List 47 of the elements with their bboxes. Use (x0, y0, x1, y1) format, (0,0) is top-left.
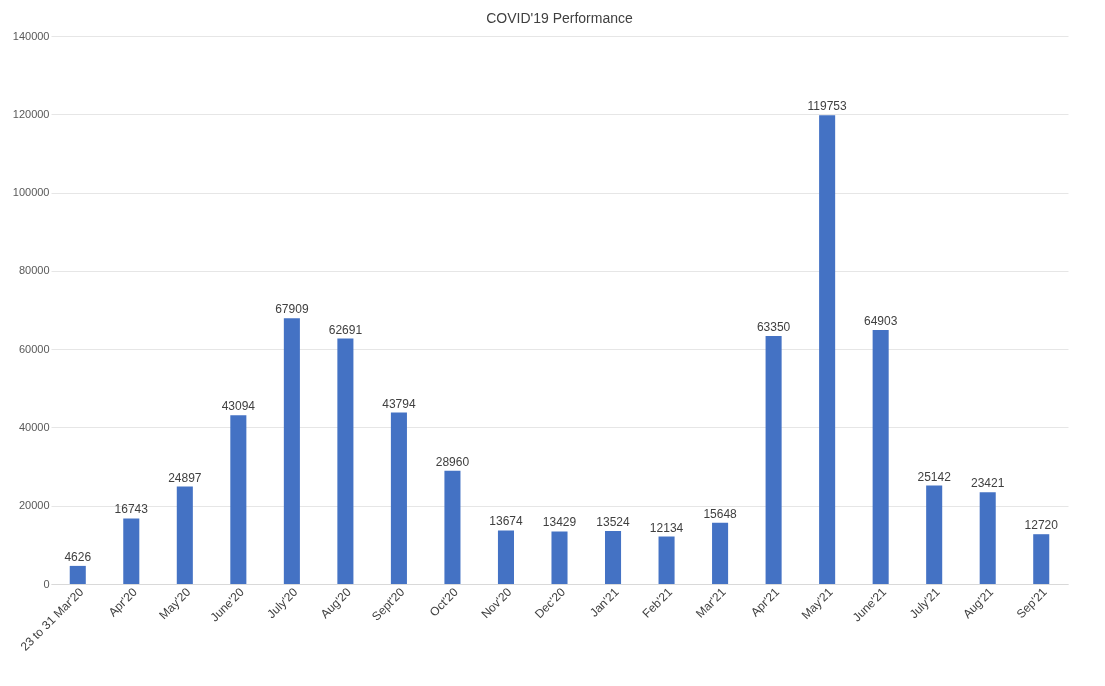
chart-title: COVID'19 Performance (486, 10, 634, 26)
bar (551, 531, 568, 584)
bar (979, 492, 996, 584)
y-tick-label: 80000 (18, 264, 50, 277)
y-tick-label: 60000 (18, 342, 50, 355)
data-label: 13524 (596, 515, 631, 530)
data-label: 15648 (703, 506, 738, 521)
data-label: 67909 (275, 302, 309, 317)
data-label: 62691 (328, 322, 363, 337)
bar (176, 486, 193, 584)
y-tick-label: 0 (43, 577, 50, 590)
y-tick-label: 20000 (18, 499, 50, 512)
bar (926, 485, 943, 584)
data-label: 64903 (863, 313, 898, 328)
data-label: 28960 (435, 454, 470, 469)
bar (712, 522, 729, 584)
bar (605, 531, 622, 584)
data-label: 16743 (114, 502, 149, 517)
bar (123, 518, 140, 584)
data-label: 24897 (168, 470, 202, 485)
data-label: 25142 (917, 469, 952, 484)
y-tick-label: 140000 (12, 29, 50, 42)
data-label: 119753 (807, 99, 848, 114)
data-label: 43094 (221, 399, 256, 414)
y-tick-label: 120000 (12, 107, 50, 120)
bar (69, 565, 86, 584)
bar (230, 415, 247, 584)
bar (765, 336, 782, 584)
data-label: 43794 (382, 396, 416, 411)
y-tick-label: 100000 (12, 186, 50, 199)
data-label: 13429 (542, 515, 577, 530)
bar (444, 470, 461, 584)
bar (658, 536, 675, 584)
y-tick-label: 40000 (18, 420, 50, 433)
data-label: 4626 (64, 549, 92, 564)
bar (1033, 534, 1050, 584)
data-label: 13674 (489, 514, 523, 529)
data-label: 23421 (971, 476, 1005, 491)
data-label: 63350 (756, 320, 791, 335)
bar (872, 329, 889, 584)
bar (497, 530, 514, 584)
bar (390, 412, 407, 584)
bar (283, 318, 300, 584)
data-label: 12134 (649, 520, 684, 535)
bar (819, 115, 836, 584)
bar (337, 338, 354, 584)
data-label: 12720 (1024, 518, 1059, 533)
